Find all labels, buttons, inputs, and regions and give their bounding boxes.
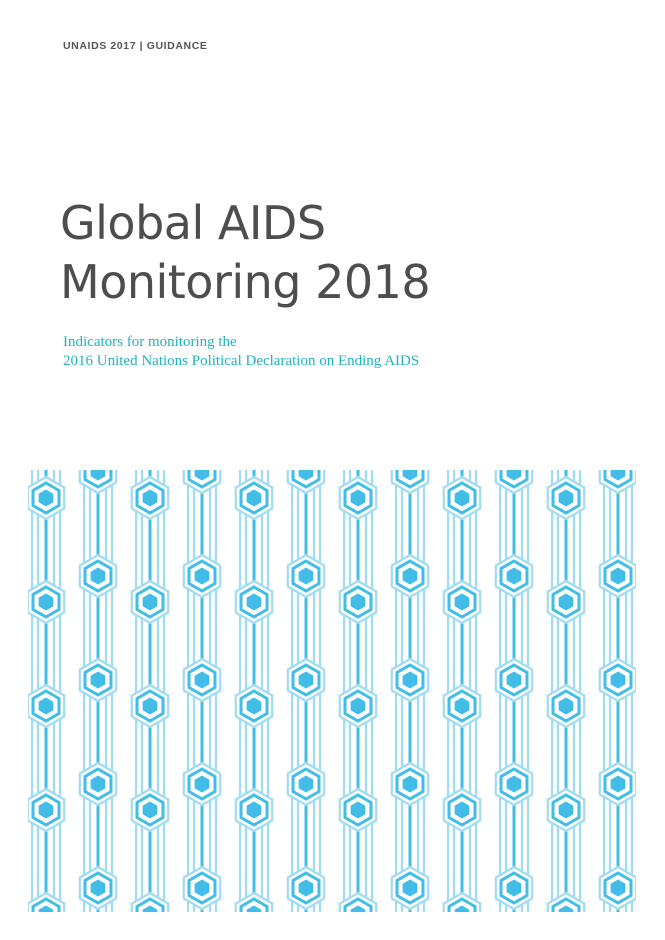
series-label: UNAIDS 2017 | GUIDANCE (63, 40, 208, 52)
hexagon-node-icon (286, 553, 326, 599)
hexagon-node-icon (182, 865, 222, 911)
hexagon-node-icon (78, 865, 118, 911)
hexagon-node-icon (338, 475, 378, 521)
hexagon-node-icon (130, 475, 170, 521)
hexagon-node-icon (442, 683, 482, 729)
hexagon-node-icon (28, 579, 66, 625)
title-line-1: Global AIDS (60, 196, 326, 250)
hexagon-node-icon (182, 761, 222, 807)
hexagon-node-icon (286, 865, 326, 911)
hexagon-node-icon (546, 475, 586, 521)
hexagon-node-icon (546, 891, 586, 912)
hexagon-node-icon (234, 579, 274, 625)
hexagon-node-icon (78, 470, 118, 495)
hexagon-node-icon (234, 683, 274, 729)
hexagon-node-icon (494, 657, 534, 703)
hexagon-node-icon (182, 470, 222, 495)
hexagon-node-icon (546, 683, 586, 729)
hexagon-pattern-artwork (28, 470, 636, 912)
hexagon-node-icon (130, 579, 170, 625)
subtitle-line-1: Indicators for monitoring the (63, 334, 237, 350)
hexagon-node-icon (130, 787, 170, 833)
subtitle: Indicators for monitoring the 2016 Unite… (63, 333, 419, 370)
hexagon-node-icon (390, 553, 430, 599)
hexagon-node-icon (598, 470, 636, 495)
hexagon-node-icon (130, 891, 170, 912)
hexagon-node-icon (78, 553, 118, 599)
hexagon-node-icon (182, 657, 222, 703)
hexagon-node-icon (494, 761, 534, 807)
hexagon-node-icon (390, 761, 430, 807)
hexagon-node-icon (598, 865, 636, 911)
hexagon-node-icon (494, 470, 534, 495)
pattern-hexagons (28, 470, 636, 912)
hexagon-node-icon (234, 891, 274, 912)
hexagon-node-icon (130, 683, 170, 729)
hexagon-node-icon (28, 787, 66, 833)
title-line-2: Monitoring 2018 (60, 255, 431, 309)
hexagon-node-icon (442, 475, 482, 521)
hexagon-node-icon (390, 865, 430, 911)
hexagon-node-icon (182, 553, 222, 599)
hexagon-node-icon (442, 579, 482, 625)
hexagon-node-icon (546, 579, 586, 625)
hexagon-node-icon (390, 657, 430, 703)
hexagon-node-icon (78, 657, 118, 703)
hexagon-node-icon (338, 683, 378, 729)
hexagon-node-icon (546, 787, 586, 833)
hexagon-node-icon (286, 470, 326, 495)
hexagon-node-icon (338, 787, 378, 833)
hexagon-node-icon (286, 761, 326, 807)
hexagon-node-icon (494, 553, 534, 599)
hexagon-node-icon (28, 683, 66, 729)
hexagon-node-icon (234, 787, 274, 833)
hexagon-node-icon (494, 865, 534, 911)
hexagon-node-icon (598, 553, 636, 599)
hexagon-node-icon (234, 475, 274, 521)
hexagon-node-icon (598, 657, 636, 703)
hexagon-node-icon (442, 891, 482, 912)
pattern-lines (30, 470, 634, 912)
hexagon-node-icon (338, 891, 378, 912)
hexagon-node-icon (78, 761, 118, 807)
page-title: Global AIDS Monitoring 2018 (60, 194, 431, 312)
subtitle-line-2: 2016 United Nations Political Declaratio… (63, 352, 420, 369)
hexagon-node-icon (28, 891, 66, 912)
hexagon-node-icon (286, 657, 326, 703)
hexagon-node-icon (442, 787, 482, 833)
hexagon-network-pattern-icon (28, 470, 636, 912)
hexagon-node-icon (598, 761, 636, 807)
hexagon-node-icon (28, 475, 66, 521)
hexagon-node-icon (338, 579, 378, 625)
hexagon-node-icon (390, 470, 430, 495)
